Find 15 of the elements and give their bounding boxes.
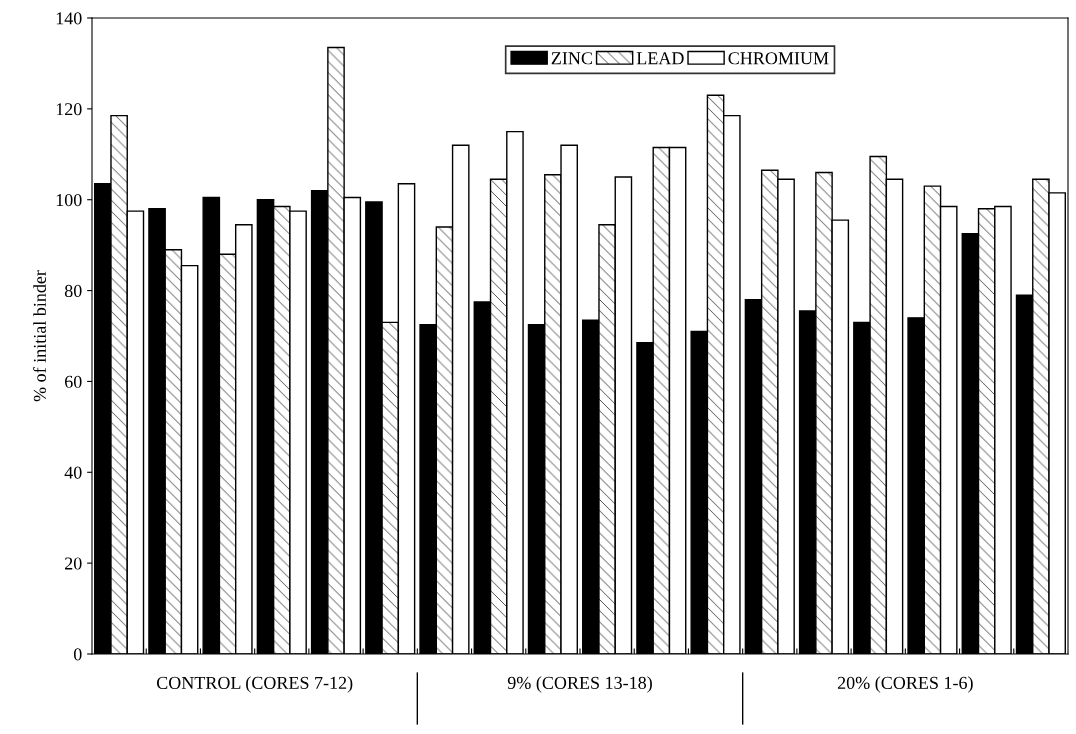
- y-tick-label: 40: [64, 466, 82, 479]
- y-axis-title: % of initial binder: [33, 270, 47, 402]
- legend-label: CHROMIUM: [728, 52, 829, 65]
- y-tick-label: 0: [73, 648, 82, 661]
- y-tick-label: 20: [65, 557, 82, 570]
- text: 9% (CORES 13-18): [507, 676, 652, 693]
- legend-label: LEAD: [636, 52, 684, 65]
- text: CONTROL (CORES 7-12): [156, 676, 353, 693]
- y-tick-label: 60: [65, 375, 82, 388]
- y-tick-label: 100: [56, 193, 82, 207]
- y-tick-label: 140: [56, 12, 82, 25]
- y-tick-label: 80: [64, 284, 82, 298]
- legend-label: ZINC: [551, 52, 592, 65]
- text: 20% (CORES 1-6): [837, 676, 973, 693]
- y-tick-label: 120: [56, 103, 82, 116]
